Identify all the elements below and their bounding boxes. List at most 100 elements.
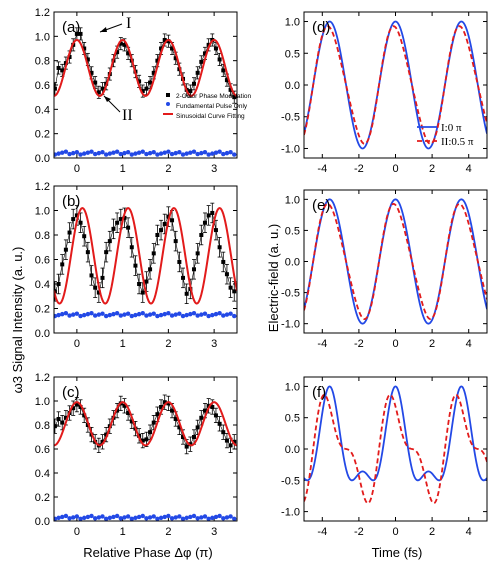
x-tick-label: 2 <box>165 163 171 175</box>
fundamental-point <box>147 312 153 317</box>
fundamental-point <box>162 311 167 317</box>
fundamental-point <box>232 516 237 521</box>
panel-b: 0 1 2 3 0.0 0.2 0.4 0.6 0.8 1.0 1.2 (b) <box>35 181 238 350</box>
fundamental-point <box>228 514 233 519</box>
fundamental-point <box>210 312 215 318</box>
panel-label: (a) <box>62 19 80 36</box>
fundamental-point <box>56 515 61 521</box>
fundamental-point <box>184 515 189 521</box>
fundamental-point <box>184 312 189 318</box>
fundamental-point <box>206 152 211 157</box>
y-tick-label: 1.0 <box>285 194 300 206</box>
fundamental-point <box>158 312 164 318</box>
fundamental-point <box>166 310 171 316</box>
fundamental-point <box>199 312 204 317</box>
x-tick-label: -2 <box>354 526 364 538</box>
fundamental-point <box>100 149 105 155</box>
series-line-II <box>304 202 487 321</box>
fundamental-point <box>221 313 226 318</box>
y-tick-label: 0.4 <box>35 279 50 291</box>
series-line-fit <box>54 206 237 305</box>
fundamental-point <box>63 310 69 316</box>
x-tick-label: -4 <box>317 163 327 175</box>
x-tick-label: 0 <box>74 526 80 538</box>
x-tick-label: 2 <box>165 526 171 538</box>
y-tick-label: 0.0 <box>35 516 50 528</box>
fundamental-point <box>89 149 94 154</box>
plot-frame <box>303 11 488 159</box>
fundamental-point <box>122 312 127 317</box>
fundamental-point <box>169 151 175 157</box>
fundamental-point <box>173 312 178 317</box>
panel-a: 0 1 2 3 0.0 0.2 0.4 0.6 0.8 1.0 1.2 (a) <box>35 7 238 175</box>
fundamental-point <box>206 516 211 521</box>
fundamental-point <box>232 313 237 319</box>
data-point <box>54 86 57 91</box>
fundamental-point <box>206 313 211 319</box>
legend-entry: 2-Color Phase Modulation <box>176 93 252 100</box>
y-tick-label: 1.2 <box>35 181 50 193</box>
plot-frame <box>303 376 488 522</box>
fundamental-point <box>118 313 123 318</box>
y-tick-label: 1.2 <box>35 7 50 19</box>
fundamental-point <box>74 311 80 316</box>
fundamental-point <box>125 311 131 316</box>
fundamental-point <box>166 513 171 519</box>
fundamental-point <box>111 311 116 317</box>
x-tick-label: -4 <box>317 338 327 350</box>
data-point <box>54 289 57 294</box>
y-tick-label: 0.2 <box>35 304 50 316</box>
fundamental-point <box>147 515 153 520</box>
fundamental-point <box>136 311 142 317</box>
plot-frame <box>303 189 488 334</box>
y-tick-label: 0.6 <box>35 255 50 267</box>
fundamental-point <box>169 313 175 318</box>
fundamental-point <box>213 150 219 155</box>
x-tick-label: 3 <box>211 526 217 538</box>
panel-c: 0 1 2 3 0.0 0.2 0.4 0.6 0.8 1.0 1.2 (c) <box>35 372 238 538</box>
fundamental-point <box>92 516 98 521</box>
fundamental-point <box>166 149 171 154</box>
fundamental-point <box>202 514 208 519</box>
y-tick-label: 1.0 <box>35 206 50 218</box>
fundamental-point <box>221 516 226 521</box>
fundamental-point <box>71 150 76 156</box>
fundamental-point <box>67 313 72 318</box>
x-tick-label: 3 <box>211 163 217 175</box>
x-tick-label: 4 <box>466 526 472 538</box>
y-tick-label: 0.0 <box>35 153 50 165</box>
fundamental-point <box>54 152 58 157</box>
y-tick-label: 1.0 <box>285 381 300 393</box>
x-tick-label: 1 <box>120 163 126 175</box>
data-point <box>232 439 237 444</box>
legend-marker-fundamental <box>166 102 170 106</box>
fundamental-point <box>144 313 149 318</box>
y-tick-label: 0.6 <box>35 80 50 92</box>
fundamental-point <box>114 149 120 154</box>
annotation-II: II <box>122 107 133 124</box>
y-tick-label: 0.2 <box>35 129 50 141</box>
fundamental-point <box>56 151 61 156</box>
x-tick-label: 1 <box>120 526 126 538</box>
x-tick-label: -4 <box>317 526 327 538</box>
fundamental-point <box>78 516 83 521</box>
series-line-II <box>304 25 487 145</box>
fundamental-point <box>107 151 113 156</box>
series-line-II <box>304 393 487 505</box>
fundamental-point <box>92 313 98 318</box>
fundamental-point <box>133 151 138 156</box>
plot-frame <box>53 11 238 159</box>
y-tick-label: 0.0 <box>285 444 300 456</box>
x-tick-label: 0 <box>74 338 80 350</box>
fundamental-point <box>60 150 65 155</box>
fundamental-point <box>103 516 109 521</box>
fundamental-point <box>217 310 222 316</box>
x-tick-label: 0 <box>392 163 398 175</box>
fundamental-point <box>191 513 197 519</box>
y-tick-label: 0.4 <box>35 468 50 480</box>
fundamental-point <box>107 312 113 318</box>
fundamental-point <box>107 515 113 521</box>
fundamental-point <box>155 313 160 319</box>
fundamental-point <box>81 151 87 156</box>
legend-entry: II:0.5 π <box>441 136 474 148</box>
